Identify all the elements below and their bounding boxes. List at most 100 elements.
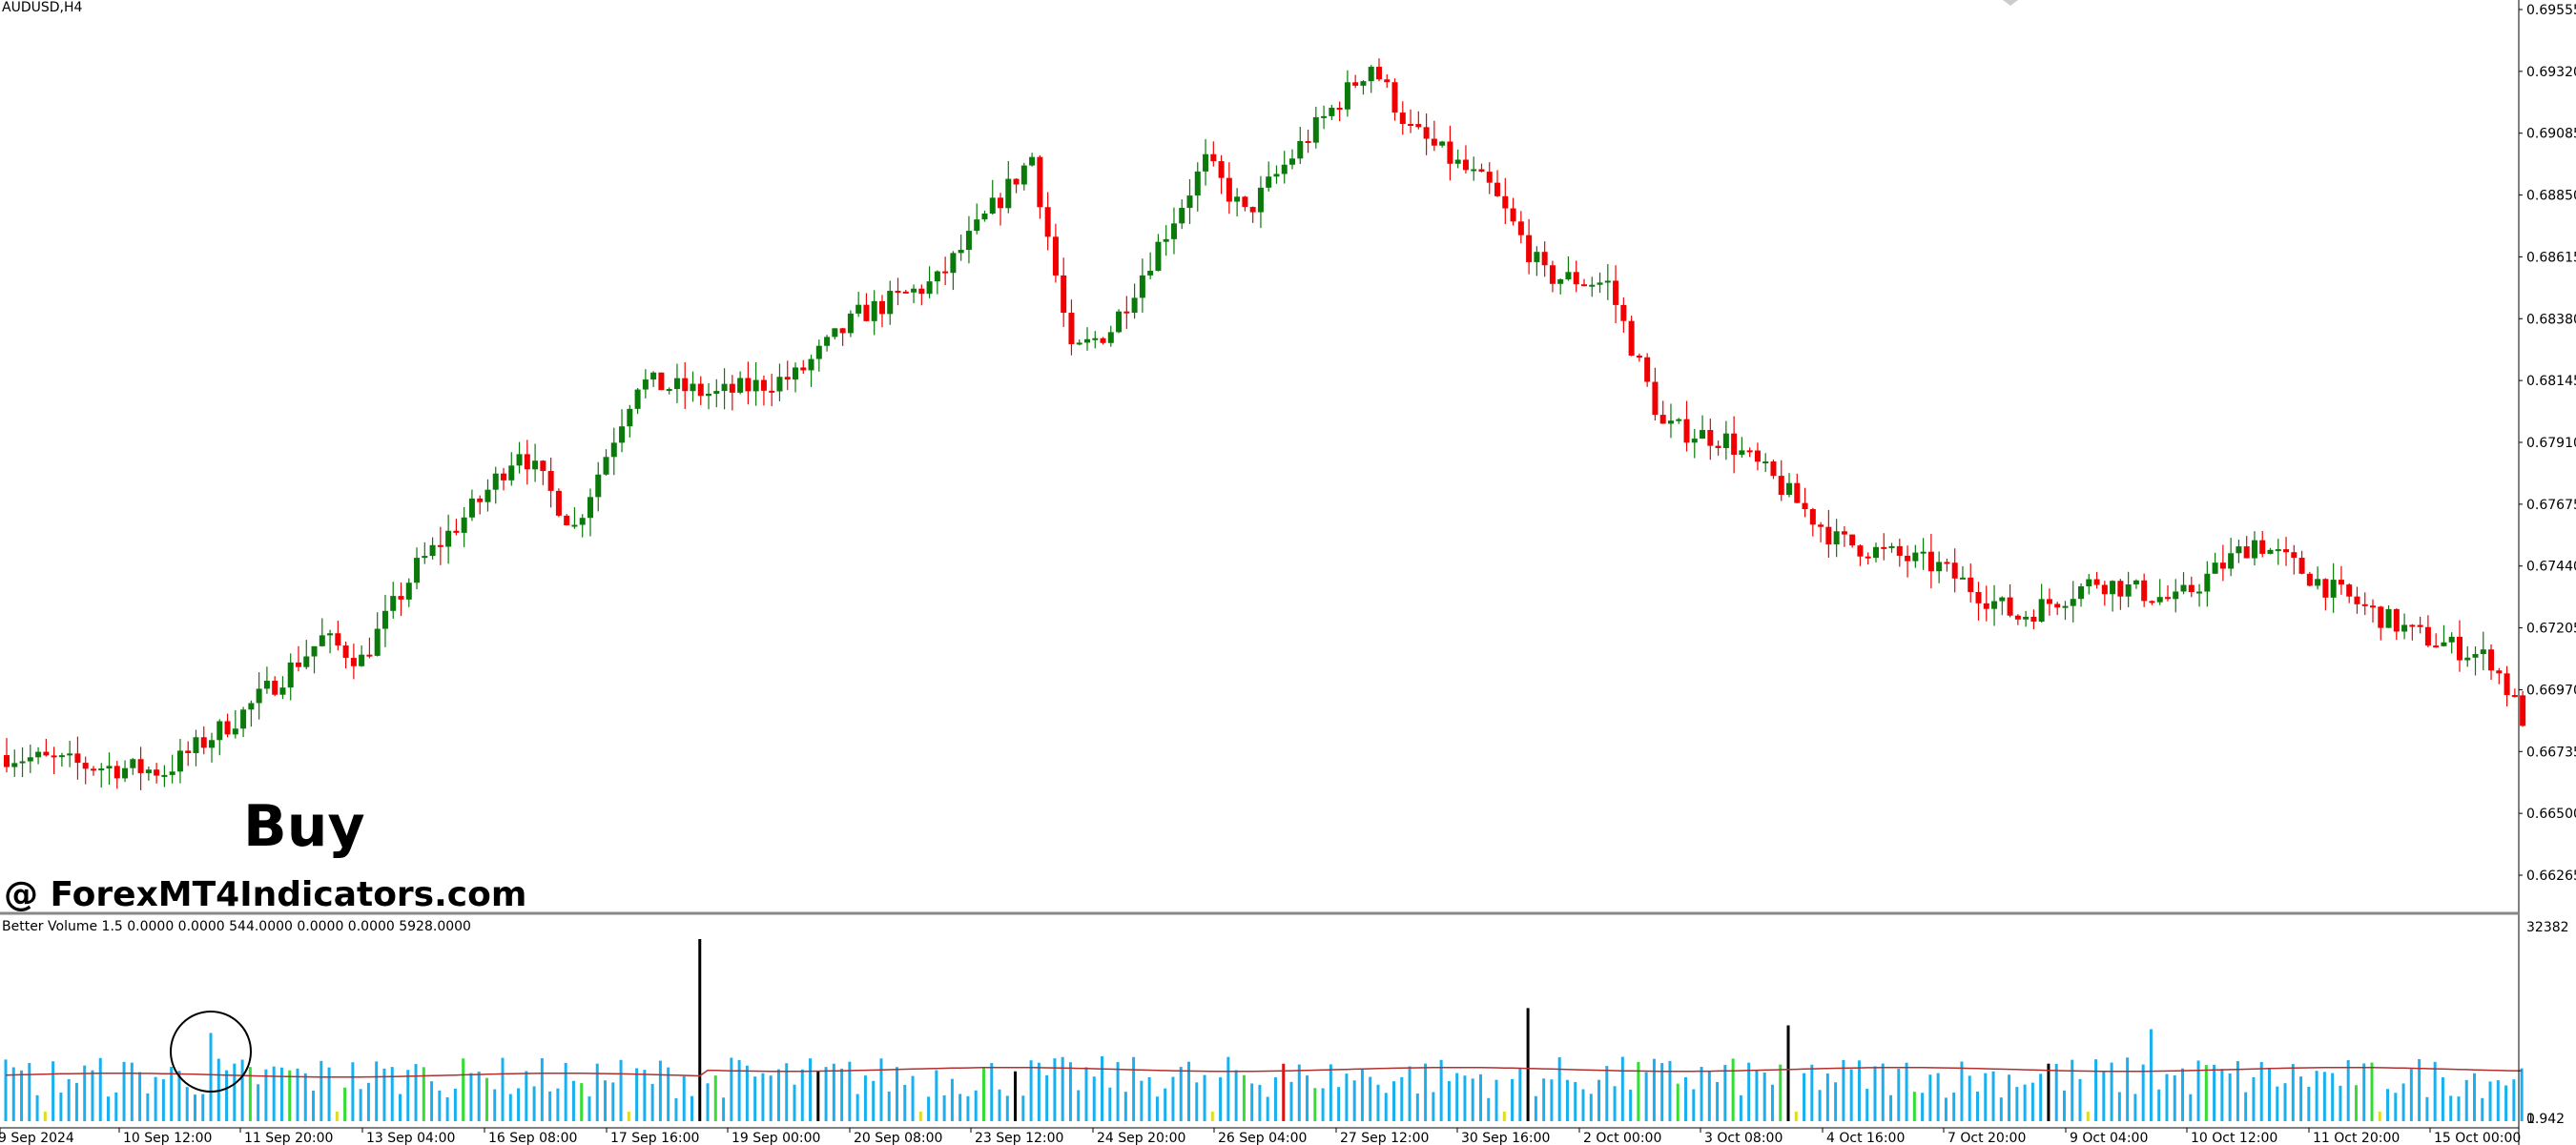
candle (1415, 111, 1422, 130)
candle (2007, 583, 2013, 618)
time-tick-label: 27 Sep 12:00 (1340, 1131, 1429, 1145)
candle (658, 372, 665, 391)
candle (918, 284, 925, 306)
candle (871, 290, 877, 336)
candle (508, 452, 515, 486)
time-tick-label: 30 Sep 16:00 (1461, 1131, 1550, 1145)
candle (11, 749, 18, 777)
candle (855, 292, 862, 317)
time-tick-label: 17 Sep 16:00 (610, 1131, 699, 1145)
candle (1454, 149, 1461, 169)
candle (1013, 178, 1020, 194)
candle (540, 460, 546, 485)
candle (82, 756, 89, 785)
candle (366, 637, 373, 659)
candle (200, 726, 207, 755)
candle (2259, 530, 2266, 558)
candle (1683, 400, 1690, 452)
candle (1289, 149, 1296, 170)
time-tick-label: 24 Sep 20:00 (1097, 1131, 1185, 1145)
candle (1321, 105, 1328, 130)
candle (145, 767, 152, 781)
candle (130, 758, 136, 775)
candle (1802, 487, 1808, 518)
candle (2275, 539, 2281, 565)
candle (2219, 544, 2226, 582)
candle (878, 295, 885, 328)
candle (989, 179, 996, 215)
candle (98, 763, 105, 788)
candle (2378, 605, 2384, 641)
candle (2212, 552, 2218, 574)
candle (2306, 571, 2313, 587)
candle (895, 277, 901, 306)
candle (729, 375, 735, 411)
time-tick-label: 19 Sep 00:00 (732, 1131, 820, 1145)
candle (1809, 507, 1816, 537)
candle (2054, 602, 2061, 616)
candle (752, 361, 759, 406)
candle (1249, 206, 1256, 223)
candle (1691, 428, 1698, 459)
candle (760, 375, 767, 406)
candle (1486, 162, 1493, 194)
candle (1731, 416, 1738, 474)
candle (1905, 545, 1911, 578)
buy-annotation: Buy (243, 793, 365, 860)
candle (1936, 551, 1943, 583)
candle (1352, 74, 1359, 89)
candle (2156, 579, 2163, 605)
price-tick-label: 0.68145 (2526, 374, 2576, 389)
watermark-text: @ ForexMT4Indicators.com (4, 875, 527, 914)
candle (1257, 175, 1264, 229)
candle (445, 514, 452, 564)
candle (981, 210, 988, 222)
candle (1849, 534, 1856, 548)
candle (2086, 574, 2092, 595)
candle (27, 744, 33, 773)
candle (942, 256, 949, 286)
time-tick-label: 9 Sep 2024 (0, 1131, 74, 1145)
candle (1557, 278, 1564, 295)
candle (453, 519, 460, 536)
candle (2488, 644, 2495, 681)
candle (1676, 418, 1682, 424)
candle (1203, 138, 1209, 186)
candle (1092, 331, 1099, 349)
candle (1329, 104, 1335, 120)
candle (2078, 583, 2085, 607)
candle (808, 355, 814, 387)
candle (1526, 218, 1533, 275)
candle (2496, 667, 2503, 685)
candle (501, 467, 507, 491)
candle (2315, 566, 2321, 590)
candle (1888, 542, 1895, 553)
candle (176, 739, 183, 784)
candle (2196, 583, 2203, 607)
candle (2267, 547, 2274, 555)
candle (1534, 246, 1540, 276)
candle (359, 644, 365, 667)
candle (1139, 258, 1145, 313)
candle (571, 507, 578, 529)
candle (2046, 588, 2052, 616)
candle (2298, 550, 2305, 575)
candle (2448, 632, 2455, 654)
candle (272, 676, 278, 697)
candle (555, 488, 562, 518)
candle (209, 732, 216, 763)
candle (193, 729, 199, 767)
candle (405, 578, 412, 607)
candle (1754, 442, 1761, 471)
candle (1762, 453, 1769, 473)
candle (1368, 65, 1374, 93)
time-tick-label: 11 Sep 20:00 (244, 1131, 333, 1145)
scroll-marker-icon[interactable] (2003, 0, 2018, 6)
candle (2236, 540, 2242, 563)
candle (1471, 156, 1477, 181)
candle (1068, 299, 1075, 356)
candle (1194, 162, 1201, 212)
